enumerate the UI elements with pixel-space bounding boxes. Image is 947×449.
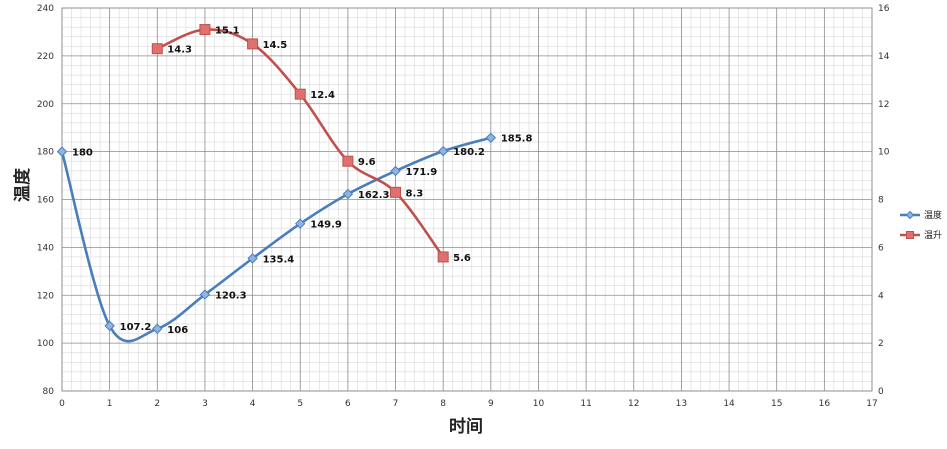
series-1-point (104, 320, 115, 332)
x-tick-label: 10 (533, 399, 545, 409)
series-1-point (152, 323, 163, 334)
series-2-data-label: 14.5 (263, 40, 288, 51)
series-1-data-label: 120.3 (215, 291, 247, 302)
x-tick-label: 16 (819, 399, 831, 409)
series (56, 24, 497, 343)
x-tick-label: 13 (676, 399, 687, 409)
x-tick-label: 1 (107, 399, 113, 409)
y-tick-label: 80 (43, 387, 55, 397)
legend-2-swatch-marker (906, 231, 914, 239)
x-axis-title: 时间 (449, 416, 483, 437)
series-2-point (342, 155, 354, 167)
x-tick-label: 11 (580, 399, 591, 409)
x-tick-label: 6 (345, 399, 351, 409)
y2-tick-label: 16 (878, 4, 890, 14)
axes: 0 1 2 3 4 5 6 7 8 9 10 11 12 13 14 15 16 1780100120140160… (37, 4, 890, 409)
y-axis-title: 温度 (12, 167, 33, 202)
series-1-point (247, 253, 258, 264)
y2-tick-label: 14 (878, 52, 890, 62)
x-tick-label: 0 (59, 399, 65, 409)
series-2-point (151, 43, 163, 55)
x-tick-label: 4 (250, 399, 256, 409)
series-2-point (294, 88, 306, 100)
legend-1-swatch-marker (905, 210, 915, 220)
x-tick-label: 14 (723, 399, 735, 409)
y-tick-label: 220 (37, 52, 54, 62)
grid (61, 7, 873, 392)
x-tick-label: 17 (866, 399, 877, 409)
data-labels: 180 107.2 106 120.3 135.4 149.9 162.3 171.9 180.… (72, 26, 532, 336)
series-1-data-label: 106 (167, 325, 188, 336)
series-2-point (199, 24, 211, 36)
y2-tick-label: 12 (878, 100, 889, 110)
series-2-data-label: 5.6 (453, 253, 471, 264)
y-tick-label: 120 (37, 291, 54, 301)
series-2-data-label: 9.6 (358, 157, 376, 168)
legend-1-label: 温度 (924, 209, 942, 221)
series-1-point (56, 146, 68, 157)
series-1-point (199, 289, 211, 300)
y-tick-label: 100 (37, 339, 54, 349)
x-tick-label: 5 (297, 399, 303, 409)
series-1-data-label: 171.9 (406, 167, 438, 178)
series-1-data-label: 149.9 (310, 220, 342, 231)
x-tick-label: 15 (771, 399, 782, 409)
series-2-data-label: 12.4 (310, 90, 335, 101)
x-tick-label: 8 (440, 399, 446, 409)
x-tick-label: 9 (488, 399, 494, 409)
y-tick-label: 160 (37, 196, 54, 206)
series-1-data-label: 180.2 (453, 147, 485, 158)
y2-tick-label: 4 (878, 291, 884, 301)
x-tick-label: 7 (393, 399, 399, 409)
series-1-data-label: 185.8 (501, 134, 533, 145)
series-1-point (437, 145, 449, 157)
y-tick-label: 200 (37, 100, 54, 110)
legend-2-label: 温升 (924, 230, 942, 241)
y2-tick-label: 10 (878, 148, 890, 158)
x-tick-label: 2 (154, 399, 160, 409)
series-2-data-label: 8.3 (406, 188, 424, 199)
series-2-data-label: 15.1 (215, 26, 240, 37)
x-tick-label: 12 (628, 399, 639, 409)
y-tick-label: 180 (37, 148, 54, 158)
series-1-point (295, 218, 306, 229)
y2-tick-label: 6 (878, 243, 884, 253)
series-1-data-label: 135.4 (263, 254, 295, 265)
y2-tick-label: 8 (878, 196, 884, 206)
y2-tick-label: 2 (878, 339, 884, 349)
series-1-data-label: 162.3 (358, 190, 390, 201)
series-2-point (390, 186, 402, 198)
x-tick-label: 3 (202, 399, 208, 409)
y2-tick-label: 0 (878, 387, 884, 397)
y-tick-label: 240 (37, 4, 54, 14)
series-1-point (342, 188, 354, 200)
series-2-point (247, 38, 259, 50)
series-1-point (390, 165, 401, 177)
series-1-point (485, 132, 497, 143)
series-1-data-label: 107.2 (120, 322, 152, 333)
y-tick-label: 140 (37, 243, 54, 253)
series-1-data-label: 180 (72, 148, 93, 159)
series-2-data-label: 14.3 (167, 45, 192, 56)
series-2-point (437, 251, 449, 263)
